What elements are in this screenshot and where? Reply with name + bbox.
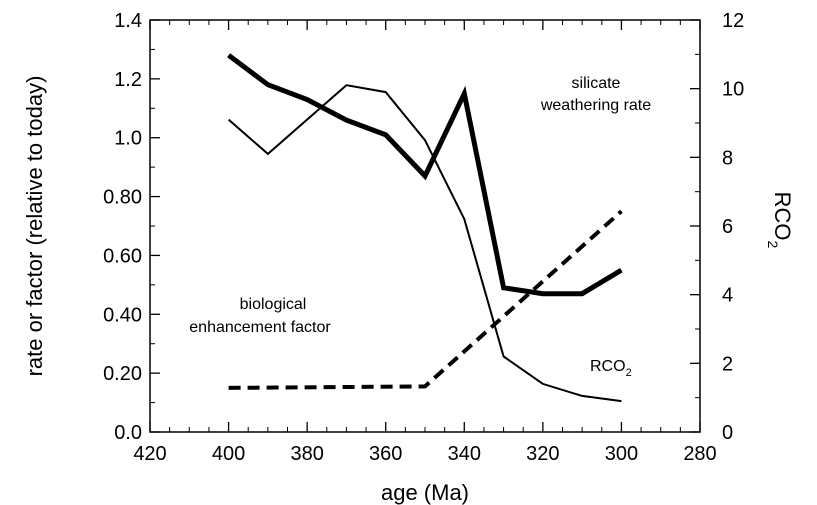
y2-tick-label: 10 bbox=[722, 79, 744, 101]
y2-tick-label: 0 bbox=[722, 422, 733, 444]
y2-tick-label: 12 bbox=[722, 10, 744, 32]
y-tick-label: 1.2 bbox=[114, 69, 142, 91]
series-group bbox=[227, 53, 623, 403]
x-tick-label: 280 bbox=[683, 443, 716, 465]
x-tick-label: 420 bbox=[133, 443, 166, 465]
y-tick-label: 0.20 bbox=[103, 363, 142, 385]
x-tick-label: 300 bbox=[605, 443, 638, 465]
y-tick-label: 0.60 bbox=[103, 245, 142, 267]
x-tick-label: 340 bbox=[448, 443, 481, 465]
y-tick-label: 1.0 bbox=[114, 128, 142, 150]
y2-tick-label: 2 bbox=[722, 353, 733, 375]
y-tick-label: 0.0 bbox=[114, 422, 142, 444]
x-tick-label: 320 bbox=[526, 443, 559, 465]
series-line-silicate-weathering-rate bbox=[227, 53, 623, 297]
series-line-rco2 bbox=[227, 84, 622, 403]
silicate-label-line2: weathering rate bbox=[540, 97, 651, 114]
svg-text:RCO2: RCO2 bbox=[765, 192, 795, 249]
series-line-biological-enhancement-factor bbox=[228, 209, 623, 390]
rco2-label-sub: 2 bbox=[626, 367, 632, 379]
y2-tick-label: 8 bbox=[722, 147, 733, 169]
bio-label-line2: enhancement factor bbox=[189, 319, 331, 336]
rco2-label: RCO2 bbox=[590, 358, 632, 379]
x-tick-label: 400 bbox=[212, 443, 245, 465]
y-axis-title: rate or factor (relative to today) bbox=[22, 76, 47, 377]
y-tick-label: 0.40 bbox=[103, 304, 142, 326]
x-axis-title: age (Ma) bbox=[381, 480, 469, 505]
y2-tick-label: 6 bbox=[722, 216, 733, 238]
y2-axis-title-main: RCO bbox=[770, 192, 795, 241]
bio-label-line1: biological bbox=[240, 296, 307, 313]
y2-axis-title-sub: 2 bbox=[765, 241, 781, 249]
y-tick-label: 0.80 bbox=[103, 187, 142, 209]
x-tick-label: 360 bbox=[369, 443, 402, 465]
y2-tick-label: 4 bbox=[722, 285, 733, 307]
axis-ticks: 420 400 380 360 340 320 300 2800.00.200.400.600… bbox=[103, 10, 744, 465]
silicate-label-line1: silicate bbox=[572, 75, 621, 92]
x-tick-label: 380 bbox=[290, 443, 323, 465]
rco2-label-main: RCO bbox=[590, 358, 626, 375]
y-tick-label: 1.4 bbox=[114, 10, 142, 32]
y2-axis-title: RCO2 bbox=[765, 192, 795, 249]
